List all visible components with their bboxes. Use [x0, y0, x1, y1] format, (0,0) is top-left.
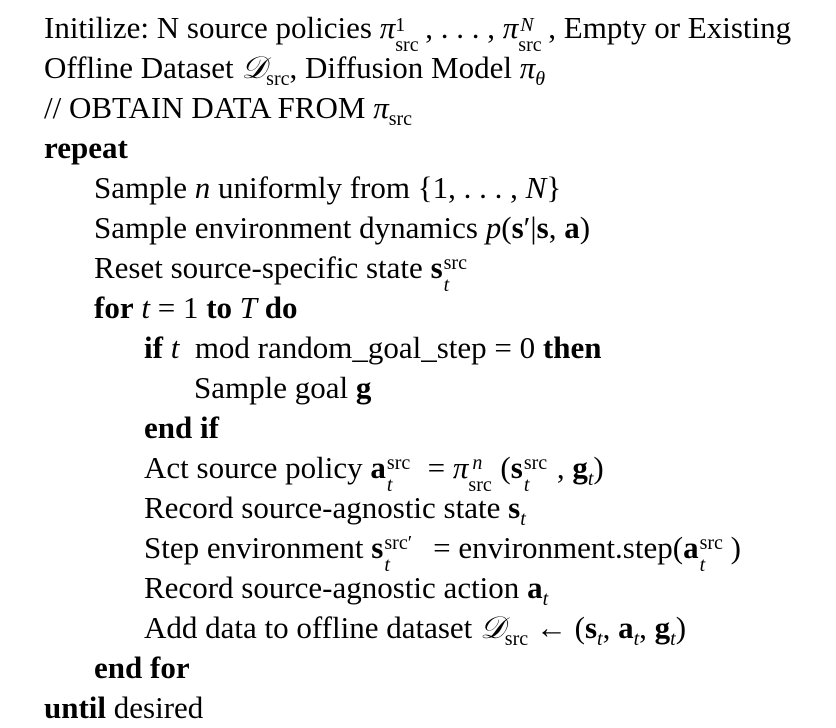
keyword-do: do [264, 290, 298, 325]
line-content: Act source policy a src t = π n src (s src t, g… [144, 450, 604, 496]
line-content: if t mod random_goal_step = 0 then [144, 330, 602, 365]
line-content: Sample goal g [194, 370, 372, 405]
line-content: // OBTAIN DATA FROM πsrc [44, 90, 413, 130]
keyword-to: to [206, 290, 233, 325]
keyword-end-for: end for [94, 650, 190, 685]
keyword-then: then [542, 330, 602, 365]
line-content: Add data to offline dataset 𝒟src ← (st, … [144, 610, 687, 650]
line-content: Offline Dataset 𝒟src, Diffusion Model πθ [44, 50, 546, 90]
keyword-for: for [94, 290, 134, 325]
line-content: Sample environment dynamics p(s′|s, a) [94, 210, 591, 245]
line-content: Record source-agnostic state st [144, 490, 526, 530]
keyword-end-if: end if [144, 410, 219, 445]
line-content: Step environment s src′ t = environment.st… [144, 530, 741, 576]
keyword-repeat: repeat [44, 130, 128, 165]
line-content: Initilize: N source policies π 1 src, . . … [44, 10, 792, 56]
keyword-if: if [144, 330, 163, 365]
line-content: Record source-agnostic action at [144, 570, 549, 610]
line-content: Sample n uniformly from {1, . . . , N} [94, 170, 562, 205]
line-content: for t = 1 to T do [94, 290, 298, 325]
line-content: Reset source-specific state s src t [94, 250, 467, 296]
keyword-until: until [44, 690, 107, 725]
line-content: until desired [44, 690, 204, 725]
